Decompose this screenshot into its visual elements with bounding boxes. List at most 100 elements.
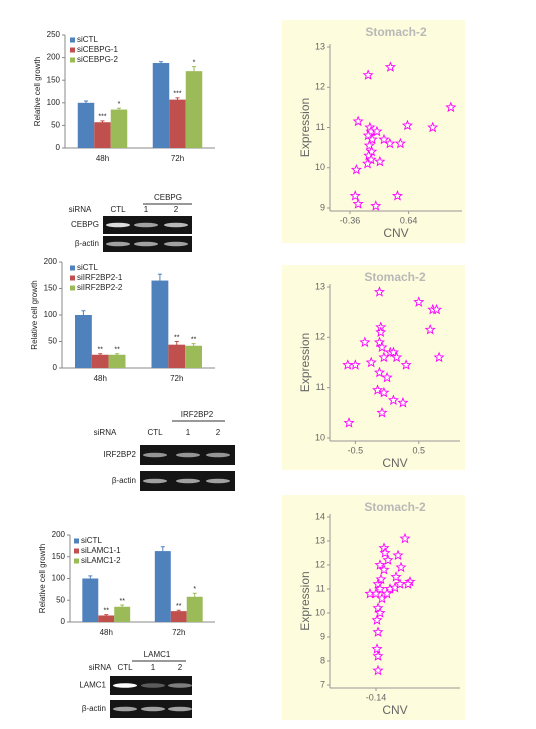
x-tick-label: -0.5 xyxy=(348,445,364,455)
point xyxy=(374,583,386,594)
y-tick-label: 0 xyxy=(61,617,66,626)
point xyxy=(400,359,412,370)
point xyxy=(387,394,399,405)
y-axis-label: Expression xyxy=(298,333,312,392)
significance: ** xyxy=(119,598,125,605)
point xyxy=(387,346,399,358)
x-axis-label: CNV xyxy=(382,456,407,470)
legend-label: siCTL xyxy=(81,536,102,545)
point xyxy=(370,587,382,599)
y-tick-label: 12 xyxy=(315,332,325,342)
bar xyxy=(170,611,187,622)
band xyxy=(134,241,158,247)
lane-label: 2 xyxy=(174,205,179,214)
y-tick-label: 50 xyxy=(48,337,57,346)
bar xyxy=(77,102,95,148)
point xyxy=(359,336,371,348)
point xyxy=(362,129,374,141)
row-label: LAMC1 xyxy=(79,681,106,690)
y-tick-label: 200 xyxy=(44,257,58,266)
x-tick-label: 0.64 xyxy=(400,215,418,225)
point xyxy=(379,547,391,558)
legend-swatch xyxy=(70,285,75,291)
lane-label: 2 xyxy=(216,428,221,437)
point xyxy=(371,614,383,625)
legend-label: siIRF2BP2-1 xyxy=(77,273,123,282)
y-tick-label: 13 xyxy=(315,41,325,51)
bar xyxy=(114,606,131,622)
y-axis-label: Expression xyxy=(298,98,312,157)
legend-label: siLAMC1-1 xyxy=(81,546,121,555)
band xyxy=(113,683,137,688)
y-tick-label: 150 xyxy=(44,284,58,293)
point xyxy=(371,125,383,137)
point xyxy=(372,650,384,661)
point xyxy=(373,366,386,378)
band xyxy=(164,222,188,228)
bar xyxy=(108,354,126,368)
point xyxy=(378,133,390,145)
point xyxy=(362,157,374,169)
y-tick-label: 200 xyxy=(52,530,66,539)
plot-panel xyxy=(282,495,465,720)
bar xyxy=(169,99,186,148)
y-tick-label: 0 xyxy=(53,363,58,372)
point xyxy=(381,587,393,599)
bar xyxy=(91,354,109,368)
legend-swatch xyxy=(74,548,79,554)
legend-swatch xyxy=(70,47,75,53)
band xyxy=(176,478,200,484)
bar xyxy=(152,63,170,148)
y-tick-label: 11 xyxy=(316,122,325,132)
y-axis-label: Relative cell growth xyxy=(33,57,42,126)
y-tick-label: 7 xyxy=(320,679,325,689)
point xyxy=(375,326,387,338)
y-axis-label: Relative cell growth xyxy=(30,280,39,349)
lane-label: 2 xyxy=(178,663,183,672)
point xyxy=(375,573,387,585)
point xyxy=(365,153,377,165)
y-tick-label: 10 xyxy=(315,162,325,172)
y-tick-label: 12 xyxy=(315,559,325,569)
lane-label: 1 xyxy=(144,205,149,214)
band xyxy=(143,452,167,458)
band xyxy=(134,222,158,228)
band xyxy=(164,241,188,247)
row-label: β-actin xyxy=(112,476,136,485)
band xyxy=(141,683,165,688)
point xyxy=(373,336,386,348)
point xyxy=(392,549,404,561)
point xyxy=(372,664,384,676)
lane-label: CTL xyxy=(117,663,133,672)
gel xyxy=(110,676,192,695)
point xyxy=(372,626,384,637)
significance: ** xyxy=(114,347,120,354)
point xyxy=(374,559,386,570)
western-blot: CEBPG siRNA CTL 1 2 CEBPG β-actin xyxy=(69,193,192,252)
row-label: β-actin xyxy=(82,704,106,713)
lane-label: 1 xyxy=(151,663,156,672)
y-tick-label: 14 xyxy=(315,511,325,521)
row-label: β-actin xyxy=(75,239,99,248)
point xyxy=(391,351,403,363)
point xyxy=(397,396,409,408)
band xyxy=(168,683,192,688)
legend-label: siCEBPG-1 xyxy=(77,45,118,54)
bar xyxy=(110,109,128,148)
y-tick-label: 150 xyxy=(47,75,61,84)
point xyxy=(381,371,393,383)
point xyxy=(352,115,364,127)
bar xyxy=(82,578,99,622)
lane-label: CTL xyxy=(110,205,126,214)
blot-target: IRF2BP2 xyxy=(181,410,214,419)
x-axis-label: CNV xyxy=(383,226,408,240)
x-axis-label: CNV xyxy=(382,703,407,717)
point xyxy=(384,61,396,72)
significance: ** xyxy=(104,607,110,614)
significance: ** xyxy=(174,334,180,341)
legend-swatch xyxy=(70,275,75,281)
chart-panel: 0 50 100 150 200 Relative cell growth 48h ** ** 7… xyxy=(38,530,215,637)
legend-label: siCTL xyxy=(77,35,98,44)
